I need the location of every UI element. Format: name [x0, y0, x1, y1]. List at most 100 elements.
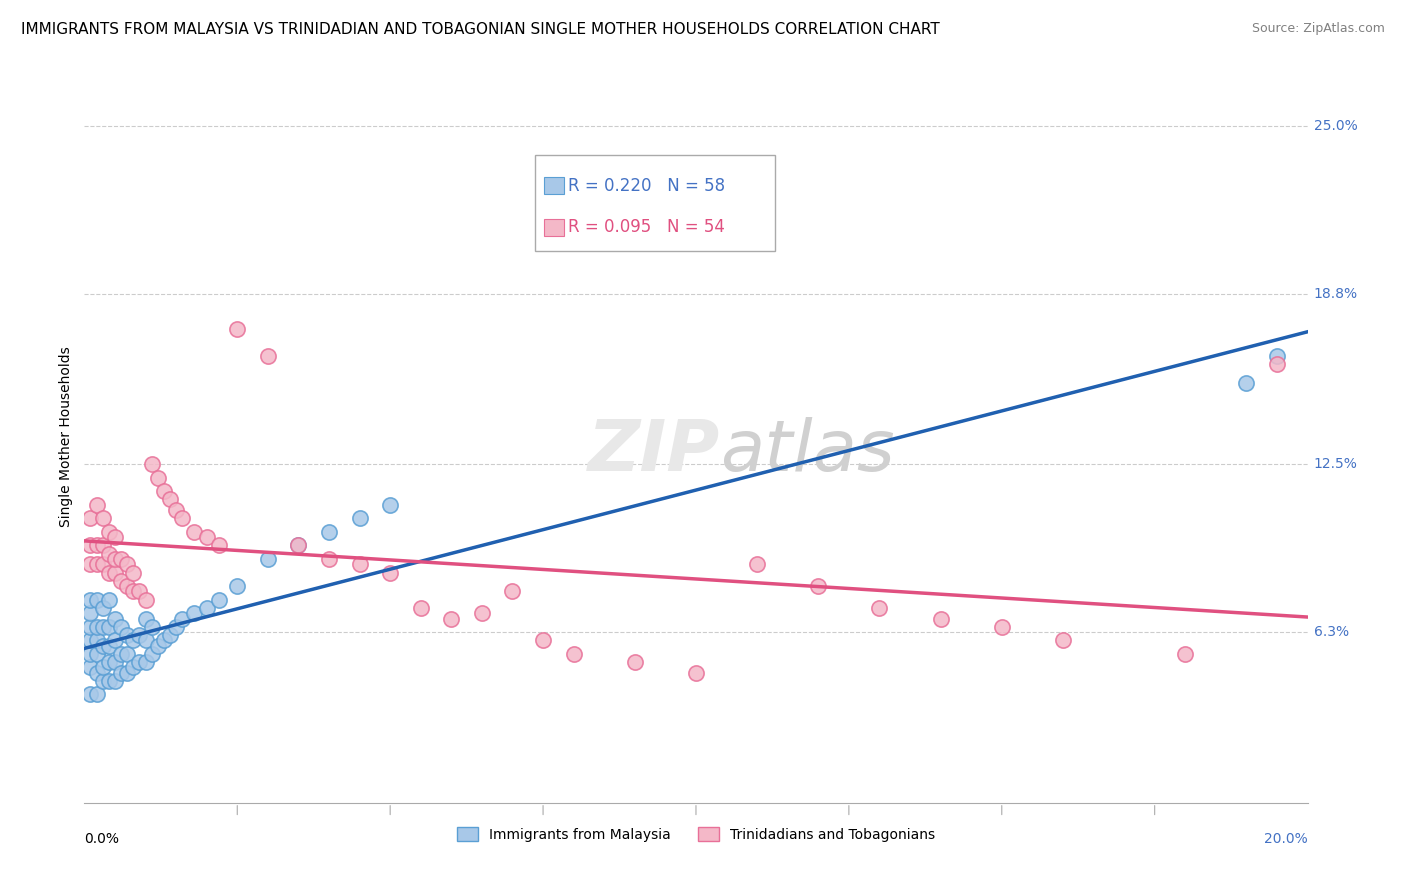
Point [79, 633, 101, 648]
Point [104, 552, 127, 566]
Text: 18.8%: 18.8% [1313, 286, 1358, 301]
Point [97, 524, 120, 539]
Point [183, 606, 205, 620]
Point [110, 552, 132, 566]
Point [115, 558, 138, 572]
Point [97, 566, 120, 580]
Point [226, 579, 249, 593]
Point [122, 633, 145, 648]
Point [79, 647, 101, 661]
Point [165, 620, 187, 634]
Point [110, 574, 132, 588]
Point [257, 552, 280, 566]
Text: R = 0.220   N = 58: R = 0.220 N = 58 [568, 177, 725, 194]
Text: 20.0%: 20.0% [1264, 832, 1308, 846]
Point [91, 538, 114, 552]
Text: 6.3%: 6.3% [1313, 625, 1348, 640]
Point [153, 633, 176, 648]
Point [104, 611, 127, 625]
Point [79, 620, 101, 634]
Point [104, 633, 127, 648]
Point [97, 547, 120, 561]
Point [1265, 349, 1288, 363]
Point [115, 665, 138, 680]
Point [110, 620, 132, 634]
Point [128, 655, 150, 669]
Point [91, 660, 114, 674]
Point [86, 688, 108, 702]
Point [122, 566, 145, 580]
Point [110, 647, 132, 661]
Point [91, 558, 114, 572]
Point [86, 538, 108, 552]
Point [115, 628, 138, 642]
Point [79, 688, 101, 702]
Text: IMMIGRANTS FROM MALAYSIA VS TRINIDADIAN AND TOBAGONIAN SINGLE MOTHER HOUSEHOLDS : IMMIGRANTS FROM MALAYSIA VS TRINIDADIAN … [21, 22, 939, 37]
Point [91, 639, 114, 653]
Text: ZIP: ZIP [588, 417, 720, 486]
Point [349, 558, 371, 572]
Point [91, 600, 114, 615]
Point [79, 558, 101, 572]
Point [122, 584, 145, 599]
Point [531, 633, 554, 648]
Point [869, 600, 891, 615]
Point [97, 673, 120, 688]
Point [380, 566, 402, 580]
Point [86, 647, 108, 661]
Point [86, 592, 108, 607]
Point [86, 633, 108, 648]
Legend: Immigrants from Malaysia, Trinidadians and Tobagonians: Immigrants from Malaysia, Trinidadians a… [451, 822, 941, 847]
Point [807, 579, 830, 593]
Point [195, 530, 218, 544]
Point [97, 655, 120, 669]
Point [183, 524, 205, 539]
Text: Source: ZipAtlas.com: Source: ZipAtlas.com [1251, 22, 1385, 36]
Point [115, 579, 138, 593]
Point [79, 592, 101, 607]
Point [135, 611, 157, 625]
Point [115, 647, 138, 661]
Point [1174, 647, 1197, 661]
Point [97, 639, 120, 653]
Point [226, 322, 249, 336]
Point [153, 484, 176, 499]
Point [128, 584, 150, 599]
Point [172, 511, 194, 525]
Point [146, 639, 169, 653]
Text: 12.5%: 12.5% [1313, 458, 1358, 471]
Point [257, 349, 280, 363]
Point [104, 566, 127, 580]
Point [1265, 357, 1288, 371]
Text: atlas: atlas [720, 417, 896, 486]
Point [991, 620, 1014, 634]
Text: R = 0.095   N = 54: R = 0.095 N = 54 [568, 219, 725, 236]
Text: 25.0%: 25.0% [1313, 119, 1357, 133]
Point [135, 655, 157, 669]
Point [409, 600, 432, 615]
Point [195, 600, 218, 615]
Point [91, 620, 114, 634]
Y-axis label: Single Mother Households: Single Mother Households [59, 347, 73, 527]
Point [208, 538, 231, 552]
Point [380, 498, 402, 512]
Point [86, 620, 108, 634]
Point [318, 524, 340, 539]
Point [79, 511, 101, 525]
Point [135, 592, 157, 607]
Point [747, 558, 769, 572]
Point [562, 647, 585, 661]
Point [141, 647, 163, 661]
Point [159, 628, 181, 642]
Point [110, 665, 132, 680]
Point [135, 633, 157, 648]
Point [624, 655, 647, 669]
Point [146, 471, 169, 485]
Point [97, 592, 120, 607]
Point [1236, 376, 1258, 390]
Point [86, 665, 108, 680]
Point [159, 492, 181, 507]
Point [318, 552, 340, 566]
Point [91, 673, 114, 688]
Point [440, 611, 463, 625]
